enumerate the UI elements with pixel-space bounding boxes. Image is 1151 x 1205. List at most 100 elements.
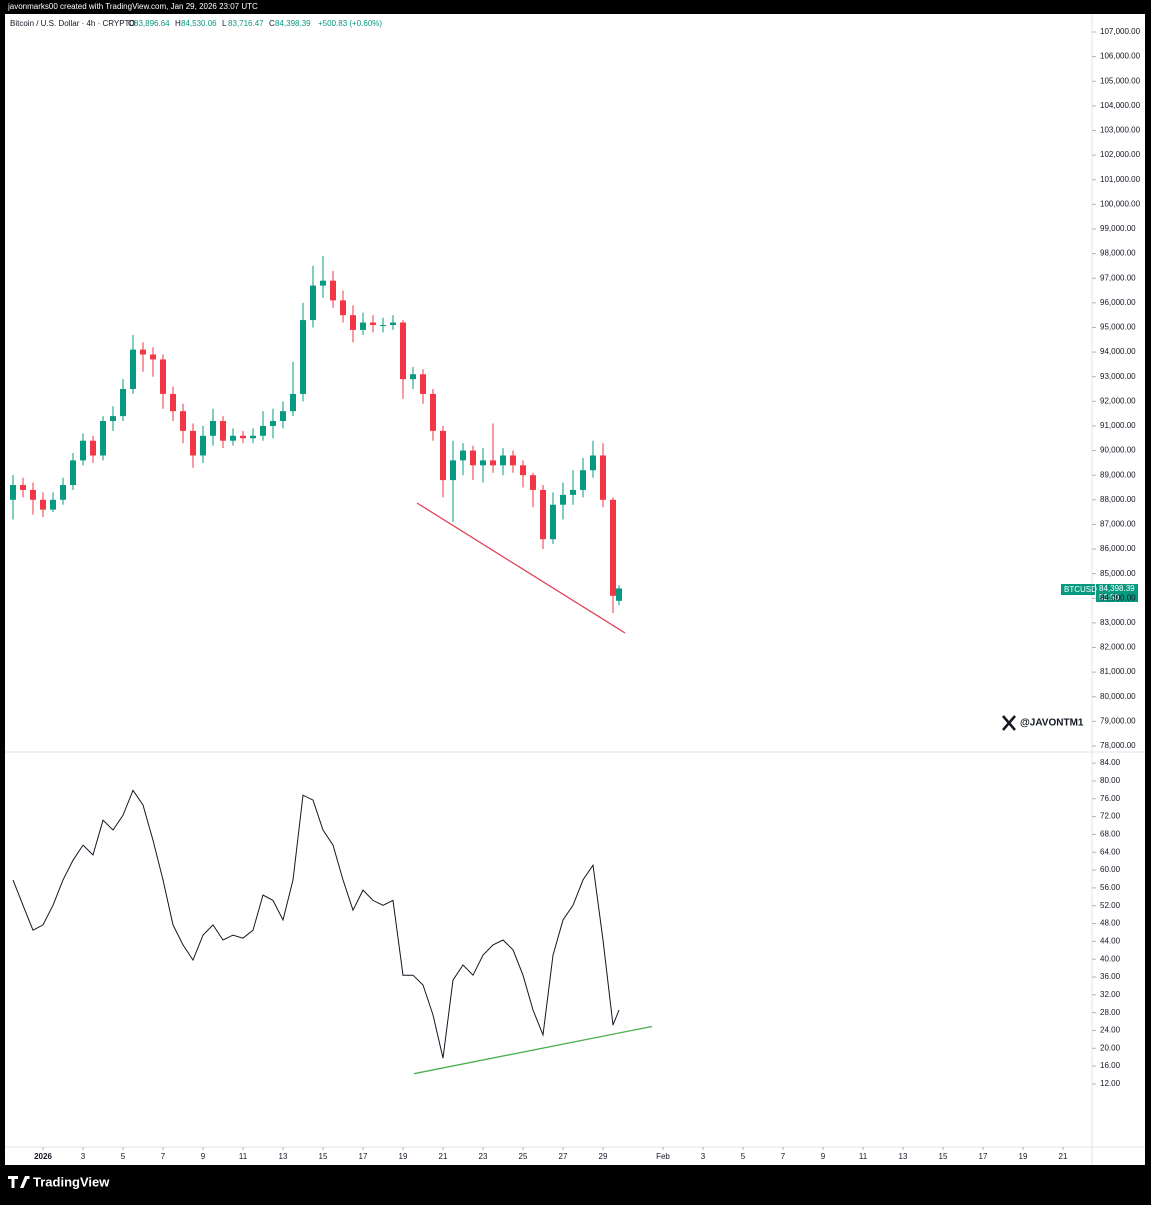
legend-key: O bbox=[128, 19, 134, 28]
x-tick-label: 19 bbox=[1019, 1152, 1028, 1161]
trendline bbox=[413, 1025, 653, 1075]
candle-body bbox=[150, 354, 156, 360]
candle-body bbox=[520, 465, 526, 476]
candle-body bbox=[290, 393, 296, 412]
candle-body bbox=[20, 485, 26, 490]
candle-body bbox=[590, 455, 596, 471]
candle-body bbox=[340, 300, 346, 316]
candle-body bbox=[550, 504, 556, 540]
candle-body bbox=[80, 440, 86, 461]
legend-key: C bbox=[269, 19, 275, 28]
y-tick-label: 92,000.00 bbox=[1100, 396, 1136, 405]
y-tick-label: 106,000.00 bbox=[1100, 52, 1141, 61]
y-tick-label: 95,000.00 bbox=[1100, 323, 1136, 332]
candle-body bbox=[570, 489, 576, 495]
x-tick-label: 7 bbox=[161, 1152, 166, 1161]
y-tick-label: 68.00 bbox=[1100, 830, 1121, 839]
y-tick-label: 84.00 bbox=[1100, 758, 1121, 767]
y-tick-label: 48.00 bbox=[1100, 919, 1121, 928]
candle-body bbox=[260, 425, 266, 436]
x-tick-label: 29 bbox=[599, 1152, 608, 1161]
candle-body bbox=[500, 455, 506, 466]
candle-body bbox=[100, 421, 106, 456]
candle-body bbox=[380, 324, 386, 326]
candle-body bbox=[140, 349, 146, 355]
y-tick-label: 102,000.00 bbox=[1100, 150, 1141, 159]
candle-body bbox=[90, 440, 96, 456]
x-tick-label: 13 bbox=[899, 1152, 908, 1161]
candle-body bbox=[310, 285, 316, 321]
x-tick-label: 15 bbox=[939, 1152, 948, 1161]
x-tick-label: 3 bbox=[701, 1152, 706, 1161]
candle-body bbox=[180, 411, 186, 431]
x-tick-label: 5 bbox=[741, 1152, 746, 1161]
candle-body bbox=[110, 416, 116, 422]
candle-body bbox=[600, 455, 606, 500]
y-tick-label: 98,000.00 bbox=[1100, 249, 1136, 258]
candle-body bbox=[10, 485, 16, 500]
candle-body bbox=[250, 435, 256, 439]
candle-body bbox=[280, 411, 286, 422]
price-tag-box bbox=[1096, 584, 1138, 602]
x-tick-label: 17 bbox=[979, 1152, 988, 1161]
candle-body bbox=[440, 430, 446, 481]
x-tick-label: 7 bbox=[781, 1152, 786, 1161]
y-tick-label: 85,000.00 bbox=[1100, 569, 1136, 578]
candle-body bbox=[350, 315, 356, 330]
candle-body bbox=[560, 494, 566, 505]
y-tick-label: 64.00 bbox=[1100, 847, 1121, 856]
y-tick-label: 16.00 bbox=[1100, 1061, 1121, 1070]
legend-value: 83,716.47 bbox=[228, 19, 264, 28]
candle-body bbox=[130, 349, 136, 390]
candle-body bbox=[450, 460, 456, 481]
y-tick-label: 104,000.00 bbox=[1100, 101, 1141, 110]
candle-body bbox=[50, 499, 56, 510]
candle-body bbox=[470, 450, 476, 466]
x-tick-label: 2026 bbox=[34, 1152, 52, 1161]
brand-logo bbox=[8, 1176, 30, 1188]
candle-body bbox=[120, 389, 126, 417]
y-tick-label: 78,000.00 bbox=[1100, 741, 1136, 750]
y-tick-label: 90,000.00 bbox=[1100, 446, 1136, 455]
candle-body bbox=[60, 485, 66, 500]
candle-body bbox=[40, 499, 46, 510]
candle-body bbox=[616, 588, 622, 601]
x-tick-label: 21 bbox=[1059, 1152, 1068, 1161]
legend-key: H bbox=[175, 19, 181, 28]
y-tick-label: 94,000.00 bbox=[1100, 347, 1136, 356]
y-tick-label: 12.00 bbox=[1100, 1079, 1121, 1088]
y-tick-label: 72.00 bbox=[1100, 812, 1121, 821]
x-tick-label: 11 bbox=[239, 1152, 248, 1161]
candle-body bbox=[540, 489, 546, 540]
y-tick-label: 84,000.00 bbox=[1100, 593, 1136, 602]
x-tick-label: 27 bbox=[559, 1152, 568, 1161]
y-tick-label: 105,000.00 bbox=[1100, 76, 1141, 85]
y-tick-label: 86,000.00 bbox=[1100, 544, 1136, 553]
y-tick-label: 88,000.00 bbox=[1100, 495, 1136, 504]
tag-countdown: 52:50 bbox=[1099, 593, 1120, 602]
y-tick-label: 87,000.00 bbox=[1100, 520, 1136, 529]
legend-change: +500.83 (+0.60%) bbox=[318, 19, 382, 28]
candle-body bbox=[190, 430, 196, 456]
legend-value: 84,530.06 bbox=[181, 19, 217, 28]
x-tick-label: 9 bbox=[201, 1152, 206, 1161]
y-tick-label: 40.00 bbox=[1100, 954, 1121, 963]
candle-body bbox=[300, 320, 306, 394]
candle-body bbox=[30, 489, 36, 500]
legend-value: 83,896.64 bbox=[134, 19, 170, 28]
candle-body bbox=[70, 460, 76, 486]
y-tick-label: 89,000.00 bbox=[1100, 470, 1136, 479]
candle-body bbox=[510, 455, 516, 466]
candle-body bbox=[480, 460, 486, 466]
canvas bbox=[5, 14, 1145, 1165]
tag-symbol: BTCUSD bbox=[1064, 585, 1097, 594]
x-tick-label: Feb bbox=[656, 1152, 670, 1161]
price-tag-box bbox=[1061, 584, 1095, 595]
candle-body bbox=[320, 280, 326, 286]
x-tick-label: 23 bbox=[479, 1152, 488, 1161]
legend-key: L bbox=[222, 19, 227, 28]
candle-body bbox=[430, 393, 436, 431]
candle-body bbox=[170, 393, 176, 412]
